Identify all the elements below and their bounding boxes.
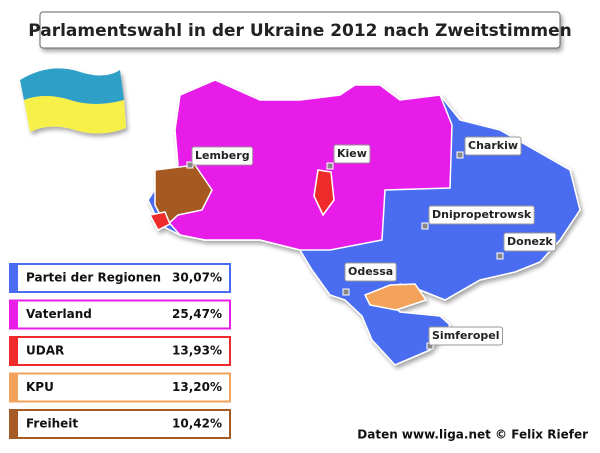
city-label: Charkiw [468,139,518,152]
region-udar [148,211,171,231]
flag [20,68,126,134]
legend: Partei der Regionen 30,07% Vaterland 25,47%… [9,263,231,439]
city-label: Donezk [507,235,553,248]
title-box [39,11,561,49]
city-marker [342,288,350,296]
legend-party: UDAR [26,344,64,358]
legend-party: KPU [26,380,54,394]
legend-share: 13,20% [172,380,222,394]
city-label: Simferopel [432,329,500,342]
city-labels: Lemberg Kiew Charkiw Dnipropetrowsk Donezk Od… [186,136,557,350]
legend-share: 30,07% [172,271,222,285]
city-marker [421,222,429,230]
city-label: Odessa [348,265,393,278]
city-label-box [428,326,503,346]
city-label: Lemberg [195,149,250,162]
city-label-box [344,262,397,282]
flag-yellow [24,96,126,134]
city-marker [456,151,464,159]
flag-blue [20,68,124,104]
region-udar [313,169,335,217]
legend-swatch [10,337,18,365]
legend-share: 13,93% [172,344,222,358]
legend-box [9,372,231,403]
city-label: Dnipropetrowsk [432,208,532,221]
legend-share: 25,47% [172,307,222,321]
credit: Daten www.liga.net © Felix Riefer [357,428,588,442]
legend-swatch [10,410,18,438]
city-label-box [503,232,557,252]
region-kpu [363,283,428,311]
region-freiheit [154,164,213,228]
title: Parlamentswahl in der Ukraine 2012 nach … [28,21,572,41]
legend-party: Vaterland [26,307,92,321]
legend-share: 10,42% [172,417,222,431]
legend-box [9,336,231,366]
legend-swatch [10,264,18,292]
city-label-box [464,136,522,156]
city-label-box [191,146,254,166]
city-label: Kiew [337,147,367,160]
legend-swatch [10,373,18,402]
legend-box [9,409,231,439]
legend-party: Freiheit [26,417,78,431]
city-marker [326,162,334,170]
city-label-box [428,205,535,225]
city-label-box [333,144,371,164]
legend-swatch [10,300,18,329]
legend-party: Partei der Regionen [26,271,161,285]
city-marker [496,252,504,260]
